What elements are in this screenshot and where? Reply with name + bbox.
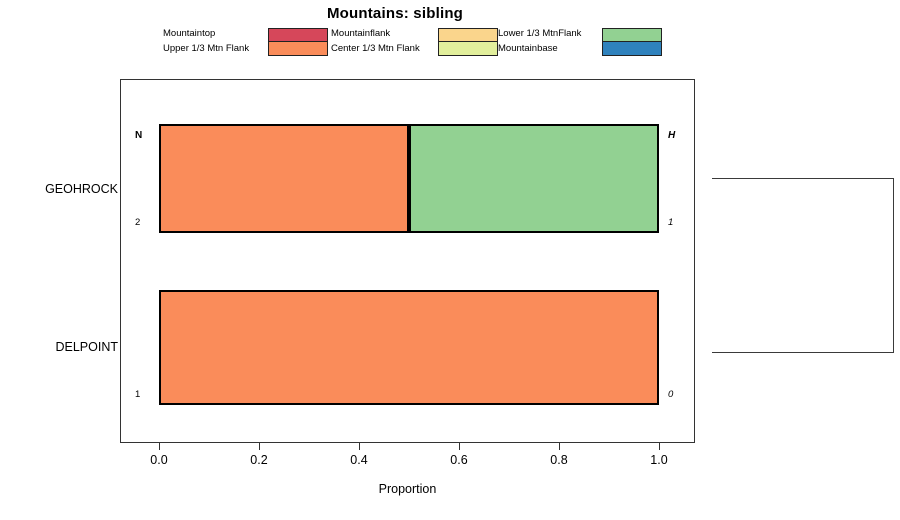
x-axis-title: Proportion	[378, 482, 437, 496]
y-axis-category-delpoint: DELPOINT	[0, 340, 118, 356]
legend-swatch-center-third-mtn-flank	[439, 42, 497, 55]
bar-row	[159, 124, 659, 233]
y-axis-category-label: GEOHROCK	[45, 182, 118, 196]
legend-column-2-labels: Mountainflank Center 1/3 Mtn Flank	[331, 26, 420, 56]
spine-annotation-bot-right: 1	[668, 217, 674, 228]
legend-column-2-swatches	[438, 28, 498, 56]
bar-segment[interactable]	[409, 124, 659, 233]
x-tick-mark	[559, 443, 560, 450]
x-tick-label: 1.0	[650, 453, 668, 467]
legend-column-1-labels: Mountaintop Upper 1/3 Mtn Flank	[163, 26, 249, 56]
legend-label-center-third-mtn-flank: Center 1/3 Mtn Flank	[331, 43, 420, 54]
x-tick-label: 0.0	[150, 453, 168, 467]
bar-row	[159, 290, 659, 405]
spine-annotation-top-right: H	[668, 130, 676, 141]
legend-label-mountainflank: Mountainflank	[331, 28, 391, 39]
legend-swatch-mountainflank	[439, 29, 497, 42]
x-axis: 0.0 0.2 0.4 0.6 0.8 1.0	[120, 443, 695, 473]
x-tick-mark	[659, 443, 660, 450]
legend-column-1: Mountaintop Upper 1/3 Mtn Flank	[163, 26, 328, 60]
legend-swatch-mountainbase	[603, 42, 661, 55]
legend-label-mountainbase: Mountainbase	[498, 43, 558, 54]
spine-annotation-bot-right: 0	[668, 389, 674, 400]
x-tick-mark	[359, 443, 360, 450]
legend: Mountaintop Upper 1/3 Mtn Flank Mountain…	[163, 26, 683, 60]
legend-label-mountaintop: Mountaintop	[163, 28, 216, 39]
bar-segment[interactable]	[159, 124, 409, 233]
y-axis-category-label: DELPOINT	[55, 340, 118, 354]
spine-annotation-bot-left: 2	[135, 217, 141, 228]
spine-annotation-bot-left: 1	[135, 389, 141, 400]
legend-column-3-labels: Lower 1/3 MtnFlank Mountainbase	[498, 26, 581, 56]
x-tick-mark	[459, 443, 460, 450]
x-tick-mark	[159, 443, 160, 450]
legend-column-1-swatches	[268, 28, 328, 56]
legend-swatch-mountaintop	[269, 29, 327, 42]
legend-label-lower-third-mtn-flank: Lower 1/3 MtnFlank	[498, 28, 582, 39]
x-tick-label: 0.2	[250, 453, 268, 467]
legend-swatch-lower-third-mtn-flank	[603, 29, 661, 42]
x-tick-mark	[259, 443, 260, 450]
bar-segment[interactable]	[159, 290, 659, 405]
legend-column-2: Mountainflank Center 1/3 Mtn Flank	[331, 26, 498, 60]
x-tick-label: 0.6	[450, 453, 468, 467]
y-axis-category-geohrock: GEOHROCK	[0, 182, 118, 198]
x-tick-label: 0.8	[550, 453, 568, 467]
legend-swatch-upper-third-mtn-flank	[269, 42, 327, 55]
spine-annotation-top-left: N	[135, 130, 143, 141]
x-tick-label: 0.4	[350, 453, 368, 467]
legend-column-3-swatches	[602, 28, 662, 56]
empty-bracket-panel	[712, 178, 894, 353]
legend-column-3: Lower 1/3 MtnFlank Mountainbase	[498, 26, 663, 60]
legend-label-upper-third-mtn-flank: Upper 1/3 Mtn Flank	[163, 43, 250, 54]
chart-title: Mountains: sibling	[326, 5, 464, 22]
